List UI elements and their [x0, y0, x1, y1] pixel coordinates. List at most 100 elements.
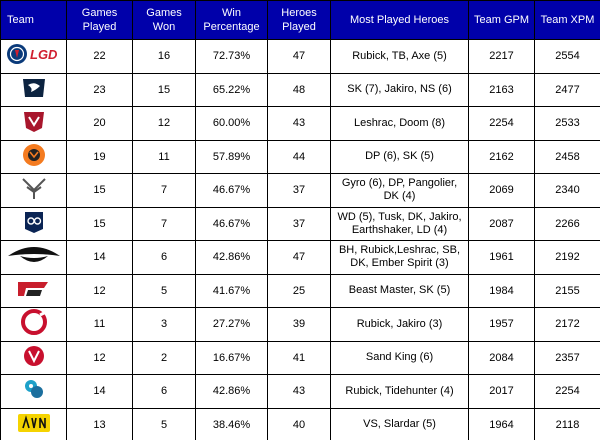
- games-played-cell: 15: [66, 206, 133, 241]
- most-played-heroes-cell: Sand King (6): [330, 340, 469, 375]
- most-played-heroes-line: Sand King (6): [365, 351, 434, 364]
- win-percentage-cell: 72.73%: [195, 39, 268, 74]
- games-played-cell: 11: [66, 307, 133, 342]
- team-xpm-cell: 2477: [534, 72, 600, 107]
- team-xpm-cell: 2357: [534, 340, 600, 375]
- logo-text: LGD: [30, 47, 58, 62]
- team-gpm-cell: 2069: [468, 173, 535, 208]
- team-logo-cell: [0, 72, 67, 107]
- win-percentage-cell: 46.67%: [195, 173, 268, 208]
- og-logo: [19, 209, 49, 239]
- most-played-heroes-line: Leshrac, Doom (8): [353, 116, 446, 129]
- navi-logo: [17, 411, 51, 439]
- games-played-cell: 14: [66, 374, 133, 409]
- table-row: LGD 22 16 72.73% 47 Rubick, TB, Axe (5) 2217 25…: [0, 39, 600, 74]
- most-played-heroes-line: DP (6), SK (5): [365, 150, 434, 163]
- header-row: Team Games Played Games Won Win Percentage …: [0, 0, 600, 40]
- team-liquid-logo: [19, 75, 49, 105]
- table-row: 20 12 60.00% 43 Leshrac, Doom (8) 2254 2533: [0, 106, 600, 141]
- games-won-cell: 5: [132, 273, 196, 308]
- heroes-played-cell: 48: [267, 72, 331, 107]
- win-percentage-cell: 57.89%: [195, 139, 268, 174]
- most-played-heroes-cell: Leshrac, Doom (8): [330, 106, 469, 141]
- games-played-cell: 23: [66, 72, 133, 107]
- most-played-heroes-line: Gyro (6), DP, Pangolier,: [341, 177, 458, 190]
- team-logo-cell: [0, 340, 67, 375]
- most-played-heroes-line: DK, Ember Spirit (3): [350, 257, 449, 270]
- most-played-heroes-cell: Rubick, Jakiro (3): [330, 307, 469, 342]
- header-games-won-line2: Won: [152, 21, 176, 33]
- games-won-cell: 7: [132, 173, 196, 208]
- win-percentage-cell: 42.86%: [195, 374, 268, 409]
- heroes-played-cell: 41: [267, 340, 331, 375]
- games-won-cell: 5: [132, 407, 196, 440]
- team-xpm-cell: 2155: [534, 273, 600, 308]
- team-gpm-cell: 2217: [468, 39, 535, 74]
- games-won-cell: 6: [132, 374, 196, 409]
- header-win-percentage: Win Percentage: [195, 0, 268, 40]
- team-logo-cell: [0, 307, 67, 342]
- games-won-cell: 6: [132, 240, 196, 275]
- win-percentage-cell: 41.67%: [195, 273, 268, 308]
- win-percentage-cell: 65.22%: [195, 72, 268, 107]
- team-xpm-cell: 2172: [534, 307, 600, 342]
- heroes-played-cell: 44: [267, 139, 331, 174]
- games-won-cell: 11: [132, 139, 196, 174]
- team-gpm-cell: 1964: [468, 407, 535, 440]
- games-won-cell: 16: [132, 39, 196, 74]
- heroes-played-cell: 47: [267, 39, 331, 74]
- heroes-played-cell: 47: [267, 240, 331, 275]
- table-row: 23 15 65.22% 48 SK (7), Jakiro, NS (6) 2163 24…: [0, 72, 600, 107]
- team-gpm-cell: 1961: [468, 240, 535, 275]
- team-logo-cell: [0, 240, 67, 275]
- header-heroes-played: Heroes Played: [267, 0, 331, 40]
- header-games-won: Games Won: [132, 0, 196, 40]
- most-played-heroes-cell: VS, Slardar (5): [330, 407, 469, 440]
- team-xpm-cell: 2192: [534, 240, 600, 275]
- team-gpm-cell: 2087: [468, 206, 535, 241]
- header-win-percentage-line2: Percentage: [203, 21, 260, 33]
- team-logo-cell: [0, 374, 67, 409]
- most-played-heroes-line: VS, Slardar (5): [363, 418, 436, 431]
- team-logo-cell: [0, 273, 67, 308]
- team-xpm-cell: 2554: [534, 39, 600, 74]
- most-played-heroes-cell: Gyro (6), DP, Pangolier, DK (4): [330, 173, 469, 208]
- header-most-played-heroes: Most Played Heroes: [330, 0, 469, 40]
- header-games-played: Games Played: [66, 0, 133, 40]
- header-team-xpm: Team XPM: [534, 0, 600, 40]
- header-games-played-line2: Played: [82, 21, 117, 33]
- table-header: Team Games Played Games Won Win Percentage …: [0, 0, 600, 40]
- tnc-logo: [19, 376, 49, 406]
- team-gpm-cell: 2163: [468, 72, 535, 107]
- games-played-cell: 12: [66, 273, 133, 308]
- team-xpm-cell: 2254: [534, 374, 600, 409]
- vgj-storm-logo: [19, 343, 49, 373]
- most-played-heroes-line: DK (4): [383, 190, 416, 203]
- games-won-cell: 3: [132, 307, 196, 342]
- most-played-heroes-cell: Rubick, Tidehunter (4): [330, 374, 469, 409]
- most-played-heroes-line: Earthshaker, LD (4): [351, 223, 448, 236]
- header-team: Team: [0, 0, 67, 40]
- heroes-played-cell: 43: [267, 106, 331, 141]
- games-played-cell: 22: [66, 39, 133, 74]
- games-played-cell: 14: [66, 240, 133, 275]
- team-gpm-cell: 2162: [468, 139, 535, 174]
- team-xpm-cell: 2533: [534, 106, 600, 141]
- win-percentage-cell: 46.67%: [195, 206, 268, 241]
- most-played-heroes-cell: SK (7), Jakiro, NS (6): [330, 72, 469, 107]
- games-played-cell: 19: [66, 139, 133, 174]
- most-played-heroes-cell: DP (6), SK (5): [330, 139, 469, 174]
- team-secret-logo: [6, 242, 62, 272]
- header-team-gpm: Team GPM: [468, 0, 535, 40]
- team-logo-cell: [0, 407, 67, 440]
- team-xpm-cell: 2266: [534, 206, 600, 241]
- header-games-played-line1: Games: [81, 7, 118, 19]
- header-heroes-played-line1: Heroes: [281, 7, 317, 19]
- team-logo-cell: [0, 206, 67, 241]
- win-percentage-cell: 60.00%: [195, 106, 268, 141]
- winstrike-logo: [19, 175, 49, 205]
- heroes-played-cell: 37: [267, 173, 331, 208]
- team-gpm-cell: 1984: [468, 273, 535, 308]
- team-logo-cell: [0, 106, 67, 141]
